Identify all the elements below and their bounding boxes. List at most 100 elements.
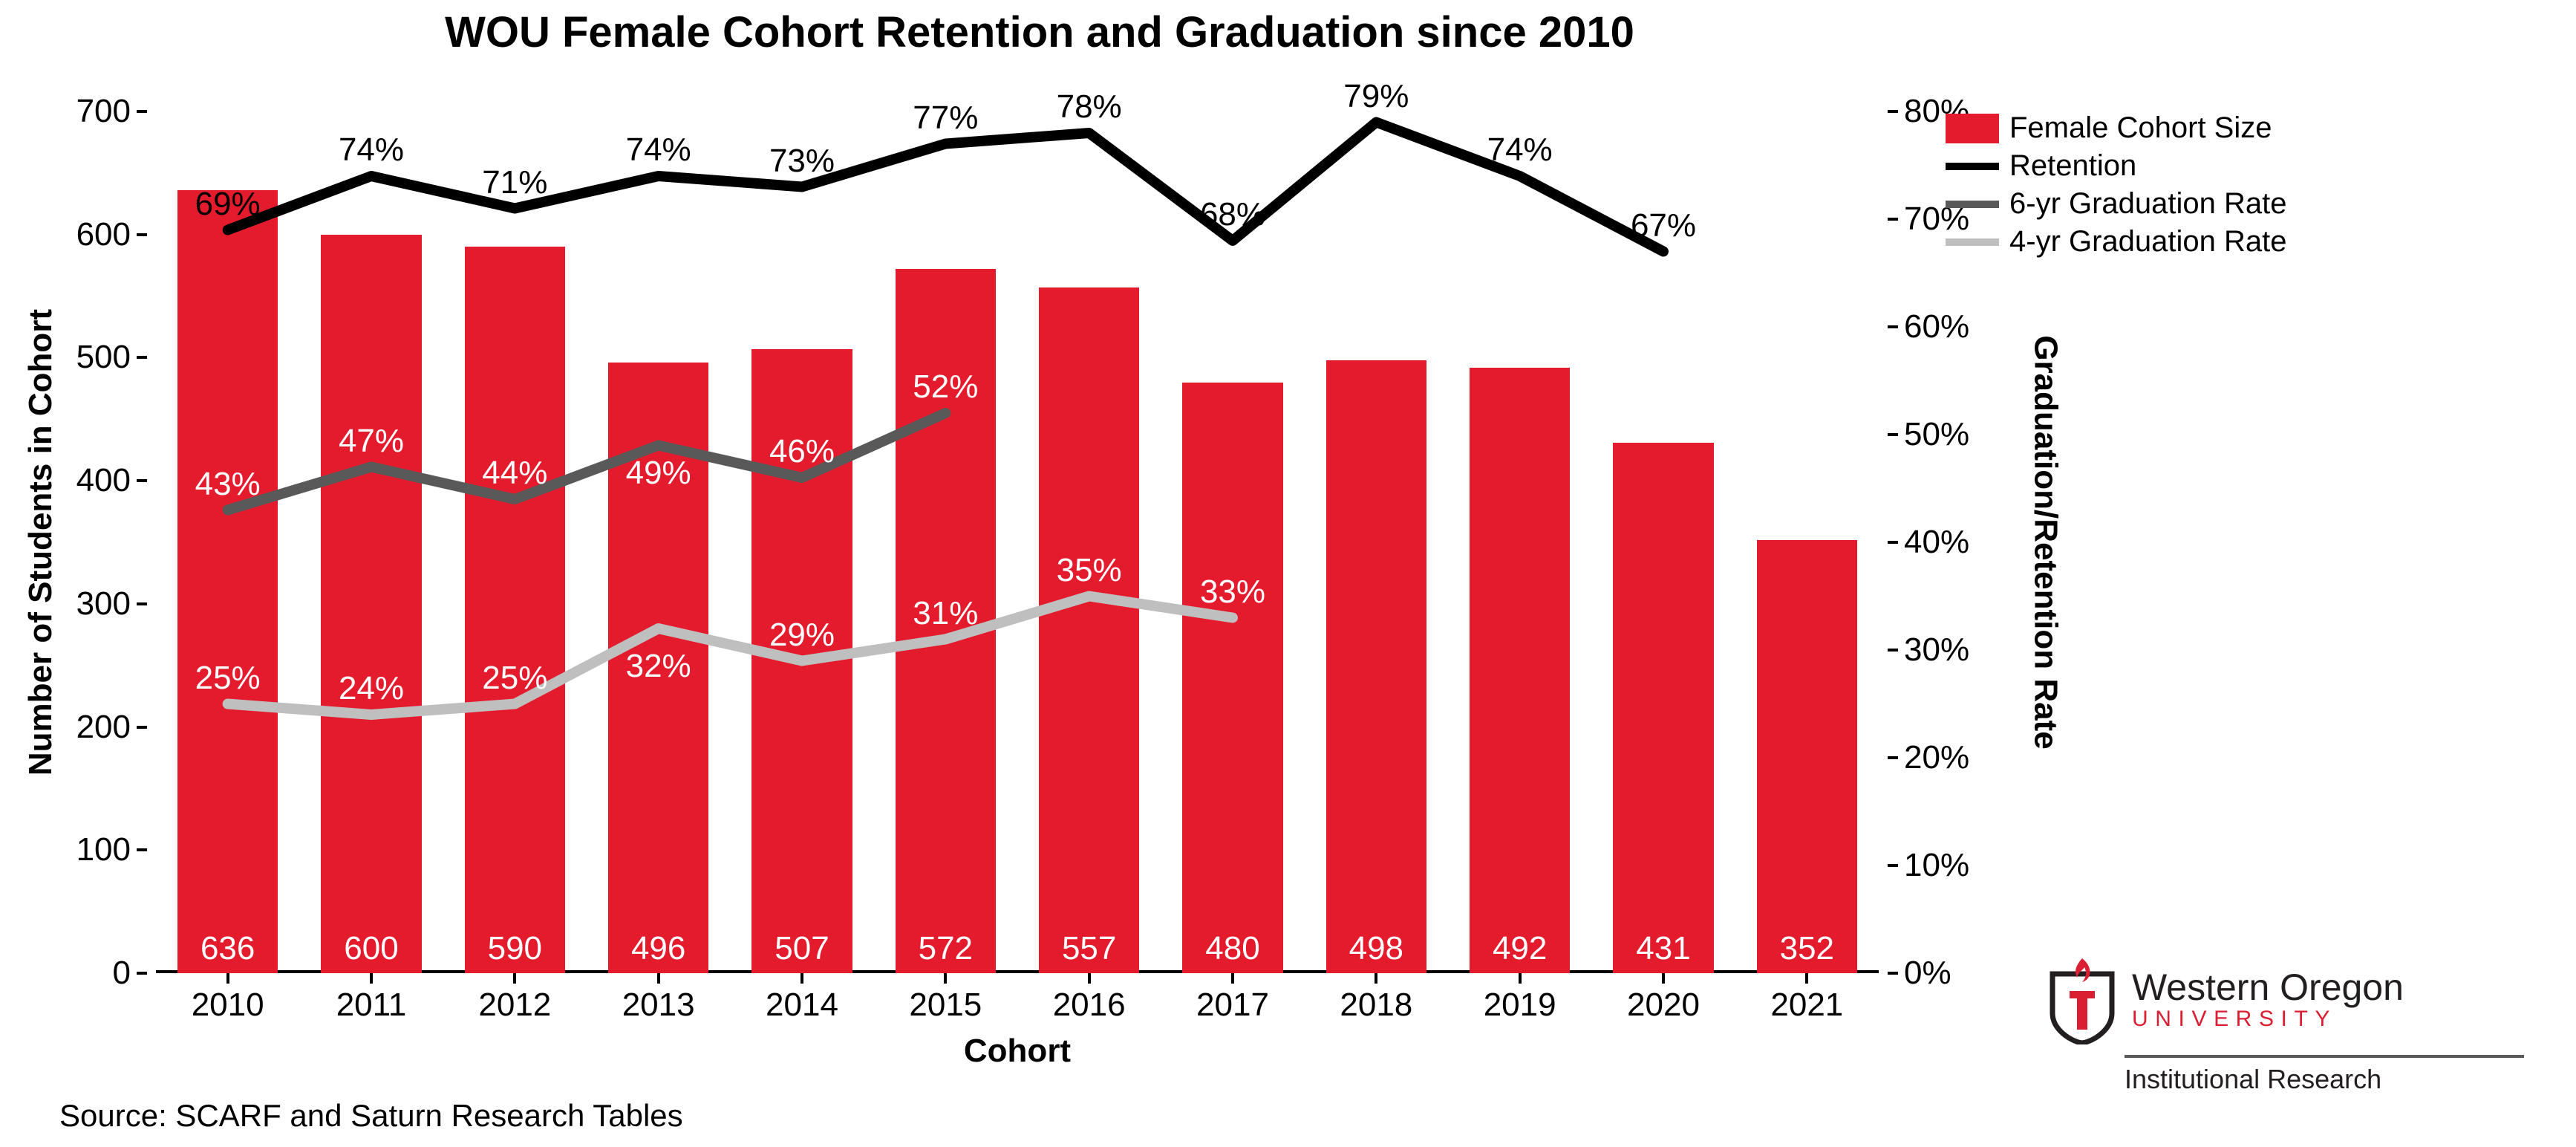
line-value-label: 74% xyxy=(626,131,691,169)
y-right-tick xyxy=(1888,864,1898,867)
line-value-label: 49% xyxy=(626,455,691,492)
y-right-tick xyxy=(1888,972,1898,975)
x-tick xyxy=(226,973,229,984)
x-tick xyxy=(1375,973,1377,984)
x-tick-label: 2021 xyxy=(1770,987,1843,1024)
y-right-tick xyxy=(1888,218,1898,221)
y-right-tick xyxy=(1888,110,1898,113)
line-value-label: 69% xyxy=(195,186,261,223)
x-tick xyxy=(1805,973,1808,984)
y-right-tick xyxy=(1888,541,1898,544)
x-tick-label: 2019 xyxy=(1484,987,1556,1024)
legend-line-icon xyxy=(1946,201,1999,208)
x-tick-label: 2018 xyxy=(1340,987,1412,1024)
logo-university-text: UNIVERSITY xyxy=(2132,1007,2404,1032)
line-value-label: 67% xyxy=(1631,207,1696,244)
y-left-tick-label: 200 xyxy=(76,709,131,746)
y-left-tick-label: 500 xyxy=(76,339,131,376)
line-value-label: 74% xyxy=(339,131,404,169)
line-value-label: 35% xyxy=(1057,552,1122,589)
line-value-label: 44% xyxy=(482,455,547,492)
line-value-label: 24% xyxy=(339,670,404,707)
y-left-tick-label: 100 xyxy=(76,831,131,868)
line-value-label: 74% xyxy=(1487,131,1553,169)
line-value-label: 73% xyxy=(769,143,835,180)
y-right-tick xyxy=(1888,433,1898,436)
x-tick-label: 2015 xyxy=(909,987,982,1024)
line-value-label: 25% xyxy=(482,660,547,697)
y-right-tick-label: 30% xyxy=(1904,631,1969,669)
line-value-label: 32% xyxy=(626,648,691,685)
y-left-tick-label: 0 xyxy=(113,955,131,992)
line-value-label: 52% xyxy=(913,368,978,406)
chart-title: WOU Female Cohort Retention and Graduati… xyxy=(0,7,2079,57)
chart-container: WOU Female Cohort Retention and Graduati… xyxy=(0,0,2576,1147)
y-left-tick-label: 400 xyxy=(76,462,131,499)
y-right-tick-label: 50% xyxy=(1904,416,1969,453)
x-tick xyxy=(370,973,373,984)
x-tick-label: 2011 xyxy=(336,987,407,1024)
y-left-tick-label: 700 xyxy=(76,93,131,130)
y-left-tick xyxy=(137,602,147,605)
line-value-label: 71% xyxy=(482,164,547,201)
legend-label: Female Cohort Size xyxy=(2009,111,2272,145)
legend-line-icon xyxy=(1946,238,1999,246)
x-tick-label: 2014 xyxy=(766,987,838,1024)
source-caption: Source: SCARF and Saturn Research Tables xyxy=(59,1098,683,1134)
y-right-tick-label: 20% xyxy=(1904,739,1969,776)
legend-item: 4-yr Graduation Rate xyxy=(1946,225,2510,259)
x-tick xyxy=(1662,973,1665,984)
y-right-tick-label: 60% xyxy=(1904,308,1969,345)
legend-swatch xyxy=(1946,114,1999,143)
line-value-label: 47% xyxy=(339,423,404,460)
line-value-label: 43% xyxy=(195,466,261,503)
line-value-label: 79% xyxy=(1343,78,1409,115)
x-tick-label: 2017 xyxy=(1196,987,1269,1024)
y-left-tick-label: 600 xyxy=(76,216,131,253)
torch-shield-icon xyxy=(2049,955,2116,1044)
x-tick-label: 2013 xyxy=(622,987,695,1024)
y-right-tick-label: 40% xyxy=(1904,524,1969,561)
line-value-label: 25% xyxy=(195,660,261,697)
line-value-label: 29% xyxy=(769,617,835,654)
y-left-tick xyxy=(137,233,147,236)
legend: Female Cohort Size Retention 6-yr Graduati… xyxy=(1946,111,2510,263)
logo-subtitle: Institutional Research xyxy=(2125,1064,2524,1095)
logo-main-text: Western Oregon xyxy=(2132,968,2404,1007)
legend-item: Retention xyxy=(1946,149,2510,183)
x-axis-title: Cohort xyxy=(0,1033,2035,1070)
y-left-tick xyxy=(137,972,147,975)
y-left-tick xyxy=(137,848,147,851)
legend-label: 4-yr Graduation Rate xyxy=(2009,225,2287,259)
x-tick xyxy=(1231,973,1234,984)
y-right-tick xyxy=(1888,325,1898,328)
y-right-tick-label: 10% xyxy=(1904,847,1969,884)
line-value-label: 77% xyxy=(913,100,978,137)
x-tick xyxy=(657,973,660,984)
x-tick xyxy=(944,973,947,984)
x-tick-label: 2010 xyxy=(192,987,264,1024)
x-tick xyxy=(800,973,803,984)
y-left-tick xyxy=(137,726,147,729)
y-axis-right-title: Graduation/Retention Rate xyxy=(2026,335,2064,749)
x-tick-label: 2020 xyxy=(1627,987,1700,1024)
legend-label: 6-yr Graduation Rate xyxy=(2009,187,2287,221)
x-tick-label: 2012 xyxy=(478,987,551,1024)
y-axis-left-title: Number of Students in Cohort xyxy=(22,309,59,776)
line-value-label: 31% xyxy=(913,595,978,632)
logo-divider xyxy=(2125,1055,2524,1058)
legend-item: Female Cohort Size xyxy=(1946,111,2510,145)
y-right-tick xyxy=(1888,649,1898,652)
x-tick xyxy=(1088,973,1091,984)
y-left-tick xyxy=(137,479,147,482)
y-left-tick-label: 300 xyxy=(76,585,131,623)
x-tick xyxy=(1519,973,1522,984)
line-value-label: 68% xyxy=(1200,196,1265,233)
legend-item: 6-yr Graduation Rate xyxy=(1946,187,2510,221)
y-left-tick xyxy=(137,356,147,359)
x-tick xyxy=(513,973,516,984)
legend-line-icon xyxy=(1946,163,1999,170)
line-value-label: 78% xyxy=(1057,88,1122,126)
line-labels-layer: 69%74%71%74%73%77%78%68%79%74%67%43%47%4… xyxy=(156,111,1879,973)
legend-label: Retention xyxy=(2009,149,2136,183)
